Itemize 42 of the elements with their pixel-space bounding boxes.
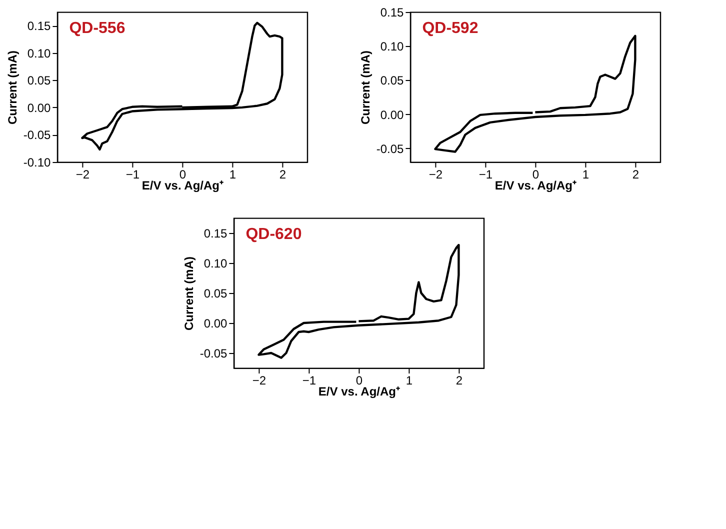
y-tick-label: 0.10 [380,40,404,54]
y-tick-label: 0.05 [204,286,228,300]
x-tick-label: 2 [279,168,286,182]
x-tick-label: 1 [406,374,413,388]
chart-title: QD-556 [69,20,126,37]
y-tick-label: 0.05 [380,74,404,88]
x-tick-label: −2 [76,168,90,182]
y-tick-label: 0.00 [27,100,52,115]
y-tick-label: 0.05 [27,74,52,88]
y-tick-label: 0.15 [27,19,52,34]
y-tick-label: -0.05 [200,346,228,360]
y-axis-title: Current (mA) [5,50,20,124]
x-tick-label: 2 [632,168,640,182]
chart-title: QD-620 [246,226,302,243]
y-tick-label: 0.00 [380,108,404,122]
x-tick-label: −1 [478,168,493,182]
x-tick-label: 0 [532,168,540,182]
chart-title: QD-592 [422,20,478,37]
x-tick-label: −2 [252,374,266,388]
y-axis-title: Current (mA) [182,256,196,330]
y-tick-label: -0.05 [376,142,404,156]
y-tick-label: 0.15 [380,6,404,20]
y-tick-label: 0.15 [204,226,228,240]
x-tick-label: 2 [456,374,463,388]
y-tick-label: 0.10 [204,256,228,270]
x-axis-title: E/V vs. Ag/Ag⁺ [494,178,576,192]
line-series [258,244,460,359]
x-axis-title: E/V vs. Ag/Ag⁺ [318,384,400,398]
y-tick-label: 0.00 [204,316,228,330]
y-tick-label: -0.10 [23,156,52,170]
x-tick-label: 1 [582,168,590,182]
x-axis-title: E/V vs. Ag/Ag⁺ [142,178,224,192]
x-tick-label: −1 [302,374,316,388]
x-tick-label: −1 [126,168,140,182]
y-tick-label: -0.05 [23,128,52,142]
x-tick-label: −2 [428,168,443,182]
y-axis-title: Current (mA) [358,50,372,124]
x-tick-label: 0 [179,168,186,182]
x-tick-label: 1 [229,168,236,182]
y-tick-label: 0.10 [27,46,52,60]
line-series [434,34,636,153]
x-tick-label: 0 [356,374,363,388]
